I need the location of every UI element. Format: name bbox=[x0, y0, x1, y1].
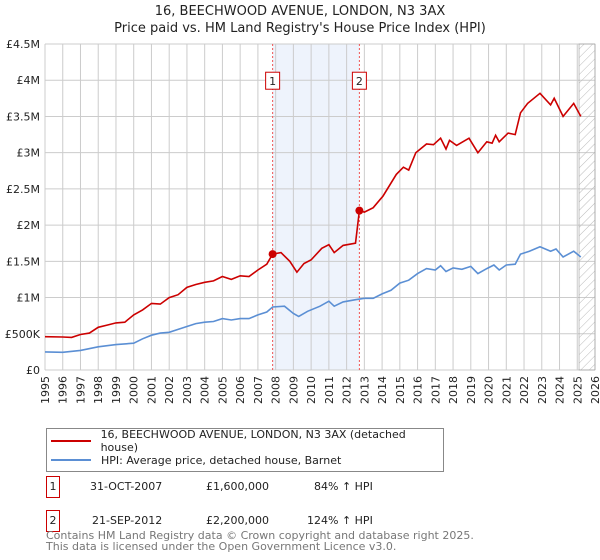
x-tick-label: 1997 bbox=[74, 376, 87, 404]
x-tick-label: 2023 bbox=[536, 376, 549, 404]
y-tick-label: £3.5M bbox=[6, 110, 40, 123]
x-tick-label: 2010 bbox=[305, 376, 318, 404]
sale-price: £2,200,000 bbox=[206, 514, 269, 527]
x-tick-label: 2015 bbox=[394, 376, 407, 404]
legend-item-hpi: HPI: Average price, detached house, Barn… bbox=[51, 451, 341, 469]
x-tick-label: 1998 bbox=[92, 376, 105, 404]
x-tick-label: 2022 bbox=[518, 376, 531, 404]
x-tick-label: 2004 bbox=[199, 376, 212, 404]
sale-price: £1,600,000 bbox=[206, 480, 269, 493]
x-tick-label: 2002 bbox=[163, 376, 176, 404]
legend-label: 16, BEECHWOOD AVENUE, LONDON, N3 3AX (de… bbox=[100, 428, 406, 454]
y-tick-label: £4.5M bbox=[6, 38, 40, 51]
sale-marker-badge: 1 bbox=[46, 476, 60, 498]
y-tick-label: £2M bbox=[17, 219, 41, 232]
x-tick-label: 2011 bbox=[323, 376, 336, 404]
x-tick-label: 1996 bbox=[57, 376, 70, 404]
sale-marker-badge: 2 bbox=[46, 510, 60, 532]
x-tick-label: 2018 bbox=[447, 376, 460, 404]
x-tick-label: 2024 bbox=[554, 376, 567, 404]
sale-label-box bbox=[351, 71, 367, 90]
y-tick-label: £500K bbox=[5, 328, 41, 341]
x-tick-label: 2000 bbox=[128, 376, 141, 404]
hpi-line bbox=[44, 245, 582, 354]
x-tick-label: 2012 bbox=[341, 376, 354, 404]
y-tick-label: £4M bbox=[17, 74, 41, 87]
x-tick-label: 2005 bbox=[216, 376, 229, 404]
y-tick-label: £1.5M bbox=[6, 255, 40, 268]
x-tick-label: 2014 bbox=[376, 376, 389, 404]
x-tick-label: 2003 bbox=[181, 376, 194, 404]
sale-hpi-change: 124% ↑ HPI bbox=[307, 514, 373, 527]
x-tick-label: 2006 bbox=[234, 376, 247, 404]
sale-label-box bbox=[265, 71, 281, 90]
y-tick-label: £3M bbox=[17, 147, 41, 160]
x-tick-label: 2019 bbox=[465, 376, 478, 404]
y-tick-label: £0 bbox=[26, 364, 40, 377]
x-tick-label: 2007 bbox=[252, 376, 265, 404]
x-tick-label: 1999 bbox=[110, 376, 123, 404]
x-tick-label: 2025 bbox=[571, 376, 584, 404]
copyright-text: Contains HM Land Registry data © Crown c… bbox=[46, 529, 474, 542]
x-tick-label: 2020 bbox=[483, 376, 496, 404]
property-price-line bbox=[44, 92, 582, 339]
y-tick-label: £1M bbox=[17, 292, 41, 305]
x-tick-label: 2017 bbox=[429, 376, 442, 404]
licence-text: This data is licensed under the Open Gov… bbox=[46, 540, 397, 553]
sale-point bbox=[268, 250, 277, 259]
sale-date: 31-OCT-2007 bbox=[90, 480, 163, 493]
chart-plot: 1995 1996 1997 1998 1999 2000 2001 2002 2003 2004… bbox=[5, 38, 600, 404]
sale-period-shade bbox=[272, 44, 360, 370]
chart-title: 16, BEECHWOOD AVENUE, LONDON, N3 3AX bbox=[154, 4, 446, 19]
x-tick-label: 1995 bbox=[39, 376, 52, 404]
forecast-hatch bbox=[578, 43, 596, 371]
legend-swatch-blue bbox=[51, 459, 91, 461]
sale-label: 1 bbox=[269, 75, 276, 88]
sale-hpi-change: 84% ↑ HPI bbox=[314, 480, 373, 493]
x-tick-label: 2001 bbox=[145, 376, 158, 404]
x-tick-label: 2013 bbox=[358, 376, 371, 404]
legend-label: HPI: Average price, detached house, Barn… bbox=[101, 453, 342, 467]
chart-subtitle: Price paid vs. HM Land Registry's House … bbox=[114, 21, 486, 36]
x-tick-label: 2021 bbox=[500, 376, 513, 404]
footer: Contains HM Land Registry data © Crown c… bbox=[46, 530, 474, 552]
x-tick-label: 2008 bbox=[270, 376, 283, 404]
legend-swatch-red bbox=[51, 440, 91, 442]
y-tick-label: £2.5M bbox=[6, 183, 40, 196]
legend: 16, BEECHWOOD AVENUE, LONDON, N3 3AX (de… bbox=[46, 428, 444, 472]
sale-point bbox=[355, 206, 364, 215]
x-tick-label: 2026 bbox=[589, 376, 600, 404]
sale-date: 21-SEP-2012 bbox=[92, 514, 163, 527]
sale-label: 2 bbox=[356, 75, 363, 88]
x-tick-label: 2009 bbox=[287, 376, 300, 404]
x-tick-label: 2016 bbox=[412, 376, 425, 404]
legend-item-property: 16, BEECHWOOD AVENUE, LONDON, N3 3AX (de… bbox=[51, 428, 443, 454]
